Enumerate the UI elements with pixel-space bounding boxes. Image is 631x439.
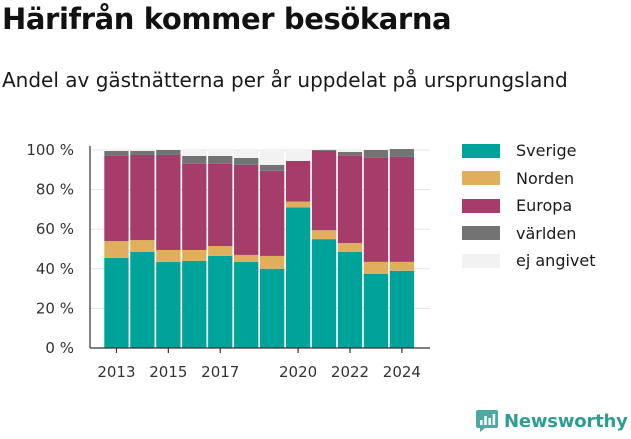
newsworthy-logo-text: Newsworthy bbox=[504, 410, 628, 432]
bar-segment bbox=[208, 246, 233, 256]
bar-segment bbox=[260, 170, 285, 256]
legend-swatch bbox=[462, 226, 500, 241]
newsworthy-logo-icon bbox=[476, 410, 498, 432]
x-tick-label: 2022 bbox=[331, 363, 369, 381]
legend-label: världen bbox=[516, 223, 577, 243]
y-tick-label: 0 % bbox=[45, 339, 74, 357]
bar-segment bbox=[389, 156, 415, 262]
legend-label: Sverige bbox=[516, 141, 577, 161]
bar-segment bbox=[182, 163, 207, 250]
bar-segment bbox=[208, 163, 233, 247]
legend-item: Sverige bbox=[462, 137, 596, 165]
bar-segment bbox=[234, 150, 259, 158]
bar-segment bbox=[260, 255, 285, 269]
bar-segment bbox=[208, 155, 233, 164]
bar-segment bbox=[234, 157, 259, 165]
bar-segment bbox=[285, 207, 311, 348]
bar-segment bbox=[104, 257, 129, 348]
bar-segment bbox=[337, 251, 363, 348]
legend-item: Europa bbox=[462, 192, 596, 220]
bar-segment bbox=[260, 150, 285, 165]
y-tick-label: 20 % bbox=[36, 299, 74, 317]
bar-segment bbox=[389, 261, 415, 271]
bar-segment bbox=[363, 157, 389, 262]
bar-segment bbox=[285, 201, 311, 208]
legend-label: Norden bbox=[516, 168, 575, 188]
y-tick-label: 60 % bbox=[36, 220, 74, 238]
bar-segment bbox=[182, 249, 207, 261]
bar-segment bbox=[156, 150, 181, 155]
bar-segment bbox=[182, 155, 207, 164]
legend-swatch bbox=[462, 198, 500, 213]
x-tick-label: 2015 bbox=[149, 363, 187, 381]
legend-item: Norden bbox=[462, 165, 596, 193]
chart-subtitle: Andel av gästnätterna per år uppdelat på… bbox=[2, 68, 568, 92]
bar-segment bbox=[234, 254, 259, 262]
bar-segment bbox=[337, 151, 363, 156]
bar-segment bbox=[363, 150, 389, 158]
x-tick-label: 2024 bbox=[383, 363, 421, 381]
bar-segment bbox=[156, 261, 181, 348]
bar-segment bbox=[363, 261, 389, 274]
bar-segment bbox=[337, 150, 363, 152]
bar-segment bbox=[311, 150, 337, 151]
bar-segment bbox=[389, 270, 415, 348]
bar-segment bbox=[260, 164, 285, 171]
bar-segment bbox=[130, 150, 155, 155]
y-tick-label: 100 % bbox=[26, 141, 74, 159]
bar-segment bbox=[130, 154, 155, 241]
bar-segment bbox=[337, 155, 363, 244]
bar-segment bbox=[130, 150, 155, 151]
bar-segment bbox=[208, 150, 233, 156]
x-tick-label: 2017 bbox=[201, 363, 239, 381]
legend-label: ej angivet bbox=[516, 251, 596, 271]
legend-swatch bbox=[462, 253, 500, 268]
bar-segment bbox=[104, 241, 129, 258]
bar-segment bbox=[234, 261, 259, 348]
newsworthy-logo: Newsworthy bbox=[476, 409, 628, 433]
bar-segment bbox=[234, 164, 259, 255]
bar-segment bbox=[208, 255, 233, 348]
bar-segment bbox=[337, 243, 363, 252]
chart-legend: Sverige Norden Europa världen ej angivet bbox=[462, 137, 596, 275]
bar-segment bbox=[311, 150, 337, 231]
bar-segment bbox=[130, 240, 155, 252]
bar-segment bbox=[182, 260, 207, 348]
bar-segment bbox=[104, 150, 129, 151]
bar-segment bbox=[389, 149, 415, 157]
y-tick-label: 40 % bbox=[36, 260, 74, 278]
bar-segment bbox=[156, 249, 181, 262]
bar-segment bbox=[156, 154, 181, 250]
bar-segment bbox=[182, 150, 207, 156]
legend-label: Europa bbox=[516, 196, 573, 216]
bar-segment bbox=[260, 268, 285, 348]
bar-segment bbox=[130, 251, 155, 348]
legend-item: ej angivet bbox=[462, 247, 596, 275]
legend-swatch bbox=[462, 171, 500, 186]
legend-item: världen bbox=[462, 220, 596, 248]
y-tick-label: 80 % bbox=[36, 181, 74, 199]
legend-swatch bbox=[462, 143, 500, 158]
bar-segment bbox=[104, 150, 129, 156]
bar-segment bbox=[311, 239, 337, 348]
bar-segment bbox=[285, 150, 311, 161]
x-tick-label: 2020 bbox=[279, 363, 317, 381]
chart-title: Härifrån kommer besökarna bbox=[2, 2, 452, 36]
x-tick-label: 2013 bbox=[97, 363, 135, 381]
bar-segment bbox=[311, 230, 337, 240]
bar-segment bbox=[363, 273, 389, 348]
bar-segment bbox=[285, 160, 311, 202]
bar-segment bbox=[104, 155, 129, 242]
